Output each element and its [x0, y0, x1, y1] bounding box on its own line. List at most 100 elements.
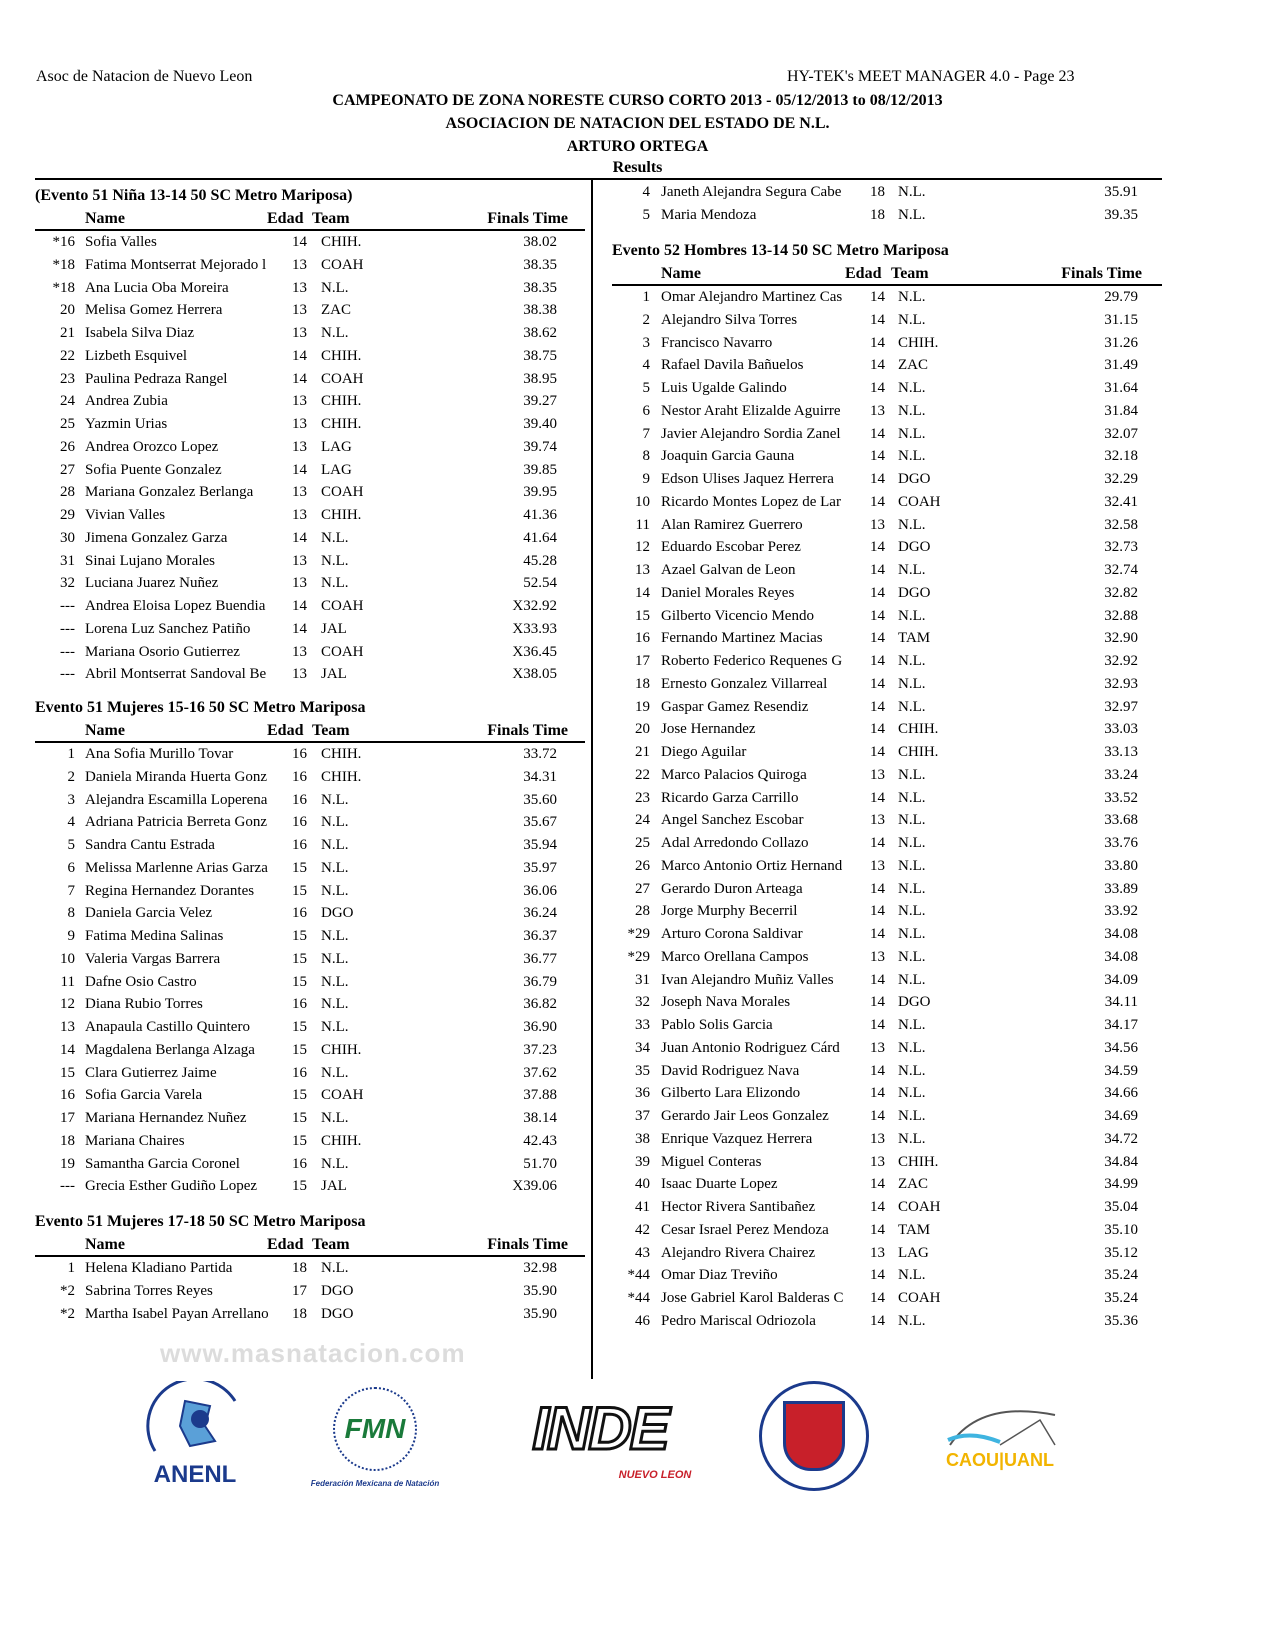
swimmer-name: Pedro Mariscal Odriozola [661, 1312, 816, 1329]
age: 14 [870, 607, 885, 624]
age: 16 [292, 837, 307, 853]
finals-time: 39.35 [1104, 206, 1138, 223]
column-header-edad: Edad [267, 1236, 304, 1253]
place: 14 [635, 584, 650, 601]
team: COAH [321, 598, 364, 614]
age: 13 [292, 302, 307, 319]
team: N.L. [321, 1064, 349, 1081]
column-header-name: Name [661, 265, 701, 282]
age: 14 [292, 620, 307, 637]
table-row: 40 Isaac Duarte Lopez 14 ZAC 34.99 [612, 1173, 1162, 1196]
age: 14 [870, 1108, 885, 1124]
finals-time: X38.05 [512, 666, 557, 683]
finals-time: 35.94 [523, 837, 557, 853]
age: 18 [870, 184, 885, 200]
place: 9 [642, 471, 651, 487]
finals-time: 35.10 [1104, 1221, 1138, 1238]
place: 33 [635, 1017, 650, 1033]
finals-time: 31.84 [1104, 402, 1138, 419]
place: 27 [60, 461, 75, 478]
finals-time: 34.84 [1104, 1153, 1138, 1170]
team: N.L. [321, 973, 349, 990]
place: 1 [642, 289, 651, 305]
team: DGO [321, 1282, 354, 1299]
team: N.L. [321, 325, 349, 341]
team: CHIH. [898, 334, 939, 351]
place: 41 [635, 1199, 650, 1215]
age: 16 [292, 996, 307, 1013]
swimmer-name: Paulina Pedraza Rangel [85, 370, 228, 387]
place: 13 [60, 1019, 75, 1035]
finals-time: 34.72 [1104, 1130, 1138, 1147]
swimmer-name: Clara Gutierrez Jaime [85, 1064, 217, 1081]
column-divider [591, 179, 593, 1379]
team: CHIH. [321, 1132, 362, 1149]
finals-time: 41.64 [523, 529, 557, 546]
finals-time: X39.06 [512, 1178, 557, 1195]
swimmer-name: Mariana Chaires [85, 1132, 185, 1149]
swimmer-name: Mariana Osorio Gutierrez [85, 643, 240, 660]
finals-time: X33.93 [512, 620, 557, 637]
swimmer-name: Ricardo Montes Lopez de Lar [661, 493, 841, 510]
table-row: 6 Nestor Araht Elizalde Aguirre 13 N.L. 31.8… [612, 400, 1162, 423]
place: 9 [67, 928, 76, 944]
finals-time: 34.09 [1104, 971, 1138, 988]
table-row: 23 Paulina Pedraza Rangel 14 COAH 38.95 [35, 368, 585, 391]
age: 16 [292, 746, 307, 762]
team: N.L. [898, 1312, 926, 1329]
place: 5 [642, 380, 651, 396]
team: N.L. [898, 835, 926, 851]
swimmer-name: Alejandro Rivera Chairez [661, 1244, 816, 1261]
finals-time: 33.24 [1104, 766, 1138, 783]
finals-time: 32.97 [1104, 698, 1138, 715]
swimmer-name: Sinai Lujano Morales [85, 552, 215, 569]
team: N.L. [321, 996, 349, 1013]
swimmer-name: Nestor Araht Elizalde Aguirre [661, 402, 841, 419]
swimmer-name: Alan Ramirez Guerrero [661, 516, 803, 533]
swimmer-name: Sandra Cantu Estrada [85, 837, 215, 853]
swimmer-name: Ivan Alejandro Muñiz Valles [661, 971, 834, 988]
swimmer-name: Luciana Juarez Nuñez [85, 575, 219, 592]
age: 14 [870, 880, 885, 897]
team: N.L. [898, 1062, 926, 1079]
table-row: *29 Marco Orellana Campos 13 N.L. 34.08 [612, 946, 1162, 969]
finals-time: X32.92 [512, 598, 557, 614]
swimmer-name: Grecia Esther Gudiño Lopez [85, 1178, 258, 1195]
finals-time: 32.73 [1104, 539, 1138, 556]
finals-time: 35.36 [1104, 1312, 1138, 1329]
age: 13 [870, 948, 885, 965]
swimmer-name: Eduardo Escobar Perez [661, 539, 801, 556]
table-row: 13 Anapaula Castillo Quintero 15 N.L. 36.90 [35, 1016, 585, 1039]
place: 40 [635, 1176, 650, 1193]
place: 5 [67, 837, 76, 853]
anenl-emblem-icon [146, 1381, 237, 1452]
place: 10 [635, 493, 650, 510]
table-row: 37 Gerardo Jair Leos Gonzalez 14 N.L. 34.69 [612, 1105, 1162, 1128]
swimmer-name: Valeria Vargas Barrera [85, 950, 221, 967]
age: 14 [870, 1062, 885, 1079]
swimmer-name: Ricardo Garza Carrillo [661, 789, 799, 806]
place: *2 [60, 1305, 75, 1322]
event-title: (Evento 51 Niña 13-14 50 SC Metro Maripo… [35, 187, 353, 204]
finals-time: 32.58 [1104, 516, 1138, 533]
table-row: *18 Ana Lucia Oba Moreira 13 N.L. 38.35 [35, 277, 585, 300]
place: 2 [642, 311, 651, 328]
team: N.L. [321, 791, 349, 808]
fmn-emblem-icon: FMN [333, 1387, 417, 1471]
team: N.L. [321, 859, 349, 876]
age: 16 [292, 814, 307, 831]
column-header-name: Name [85, 722, 125, 739]
age: 13 [870, 766, 885, 783]
finals-time: 45.28 [523, 552, 557, 569]
swimmer-name: Samantha Garcia Coronel [85, 1155, 240, 1172]
finals-time: 32.07 [1104, 425, 1138, 442]
age: 16 [292, 905, 307, 922]
team: LAG [321, 438, 352, 455]
swimmer-name: Helena Kladiano Partida [85, 1260, 233, 1276]
meet-title: CAMPEONATO DE ZONA NORESTE CURSO CORTO 2… [332, 92, 943, 109]
place: 18 [635, 675, 650, 692]
table-row: 36 Gilberto Lara Elizondo 14 N.L. 34.66 [612, 1082, 1162, 1105]
finals-time: 31.26 [1104, 334, 1138, 351]
swimmer-name: Andrea Zubia [85, 393, 168, 410]
finals-time: 33.03 [1104, 721, 1138, 738]
